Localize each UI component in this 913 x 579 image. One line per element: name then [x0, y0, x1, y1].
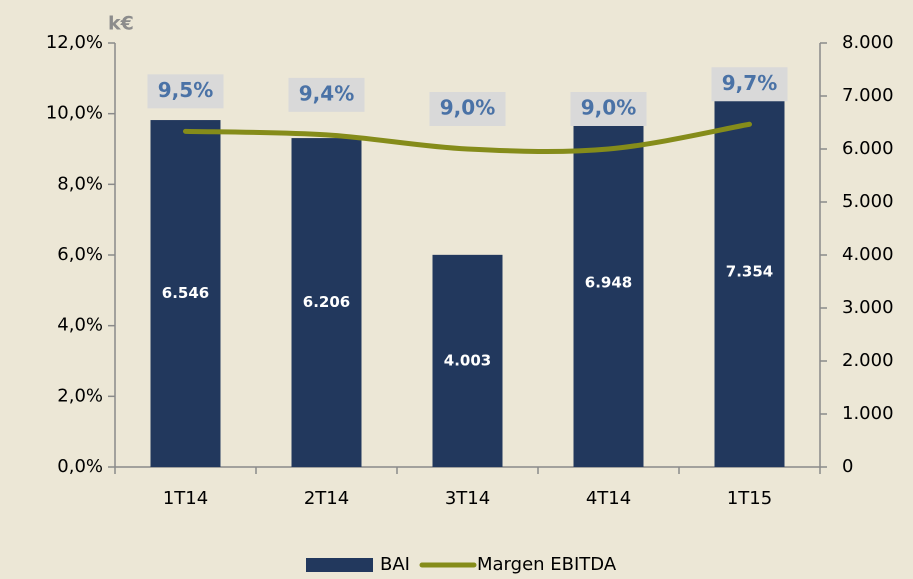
bar-value-label: 6.546	[162, 284, 209, 302]
x-tick-label: 1T14	[163, 488, 208, 509]
line-value-label: 9,0%	[440, 96, 495, 120]
legend-label: BAI	[380, 554, 410, 575]
value-label-box	[288, 77, 365, 112]
y2-tick-label: 1.000	[842, 403, 894, 424]
line-value-label: 9,4%	[299, 81, 354, 105]
bar-value-label: 7.354	[726, 263, 773, 281]
legend-swatch	[306, 558, 373, 572]
x-tick-label: 3T14	[445, 488, 490, 509]
y2-tick-label: 2.000	[842, 350, 894, 371]
value-label-box	[429, 92, 506, 126]
value-label-box	[570, 92, 647, 126]
bar-value-label: 6.948	[585, 273, 632, 291]
y2-tick-label: 7.000	[842, 85, 894, 106]
bar	[714, 77, 785, 467]
y-tick-label: 10,0%	[46, 103, 103, 124]
y2-tick-label: 8.000	[842, 32, 894, 53]
y2-tick-label: 5.000	[842, 191, 894, 212]
x-tick-label: 4T14	[586, 488, 631, 509]
bar-value-label: 6.206	[303, 293, 350, 311]
legend-label: Margen EBITDA	[477, 554, 617, 575]
value-label-box	[711, 67, 788, 102]
line-value-label: 9,5%	[158, 78, 213, 102]
y-tick-label: 4,0%	[57, 315, 103, 336]
line-value-label: 9,0%	[581, 96, 636, 120]
y-tick-label: 6,0%	[57, 244, 103, 265]
line-value-label: 9,7%	[722, 71, 777, 95]
bar	[573, 98, 644, 468]
bar	[150, 120, 221, 467]
bar	[291, 138, 362, 467]
value-label-box	[147, 74, 224, 109]
y-tick-label: 12,0%	[46, 32, 103, 53]
line	[183, 121, 752, 155]
y-tick-label: 2,0%	[57, 385, 103, 406]
x-tick-label: 2T14	[304, 488, 349, 509]
unit-label: k€	[108, 13, 134, 35]
y-tick-label: 8,0%	[57, 173, 103, 194]
y2-tick-label: 0	[842, 456, 853, 477]
y2-tick-label: 6.000	[842, 138, 894, 159]
bar	[432, 254, 503, 467]
x-tick-label: 1T15	[727, 488, 772, 509]
y2-tick-label: 4.000	[842, 244, 894, 265]
y-tick-label: 0,0%	[57, 456, 103, 477]
y2-tick-label: 3.000	[842, 297, 894, 318]
bar-value-label: 4.003	[444, 351, 491, 369]
